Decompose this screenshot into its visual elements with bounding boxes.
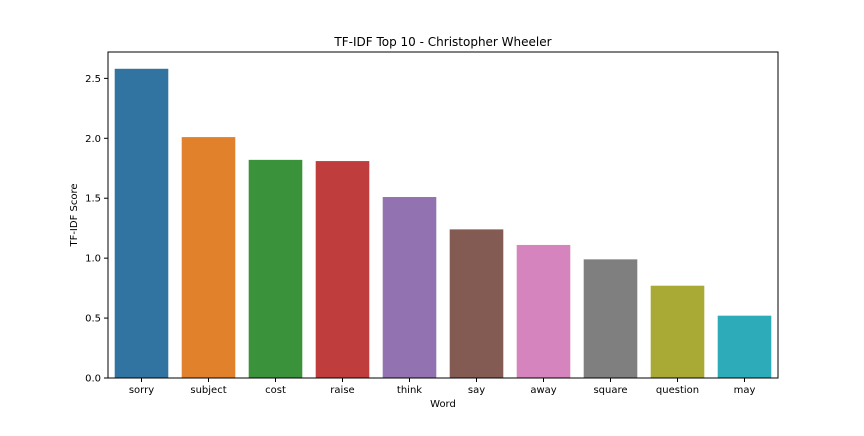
x-axis-label: Word — [430, 399, 456, 410]
x-tick-label-cost: cost — [265, 385, 286, 396]
x-tick-label-sorry: sorry — [129, 385, 154, 396]
y-tick-label: 2.0 — [85, 134, 101, 145]
bar-subject — [181, 137, 236, 378]
x-tick-label-think: think — [397, 385, 422, 396]
axes-frame — [107, 51, 779, 379]
bar-may — [717, 315, 772, 378]
bar-question — [650, 285, 705, 378]
y-tick-label: 1.0 — [85, 254, 101, 265]
y-axis-label: TF-IDF Score — [69, 183, 80, 247]
x-tick-label-raise: raise — [330, 385, 354, 396]
bar-sorry — [114, 68, 169, 378]
x-tick-label-square: square — [593, 385, 627, 396]
x-tick-label-say: say — [468, 385, 485, 396]
bar-cost — [248, 159, 303, 378]
x-tick-label-may: may — [734, 385, 756, 396]
y-tick-label: 2.5 — [85, 74, 101, 85]
bar-say — [449, 229, 504, 378]
y-tick-label: 0.0 — [85, 374, 101, 385]
x-tick-label-question: question — [656, 385, 699, 396]
y-tick-label: 1.5 — [85, 194, 101, 205]
x-tick-label-subject: subject — [190, 385, 226, 396]
x-tick-label-away: away — [530, 385, 556, 396]
chart-title: TF-IDF Top 10 - Christopher Wheeler — [333, 35, 551, 49]
y-tick-label: 0.5 — [85, 314, 101, 325]
bar-think — [382, 197, 437, 378]
bar-away — [516, 244, 571, 378]
bar-square — [583, 259, 638, 378]
plot-area: 0.0 0.5 1.0 1.5 2.0 2.5 sorry subject cost raise t… — [85, 51, 779, 396]
bar-raise — [315, 161, 370, 378]
